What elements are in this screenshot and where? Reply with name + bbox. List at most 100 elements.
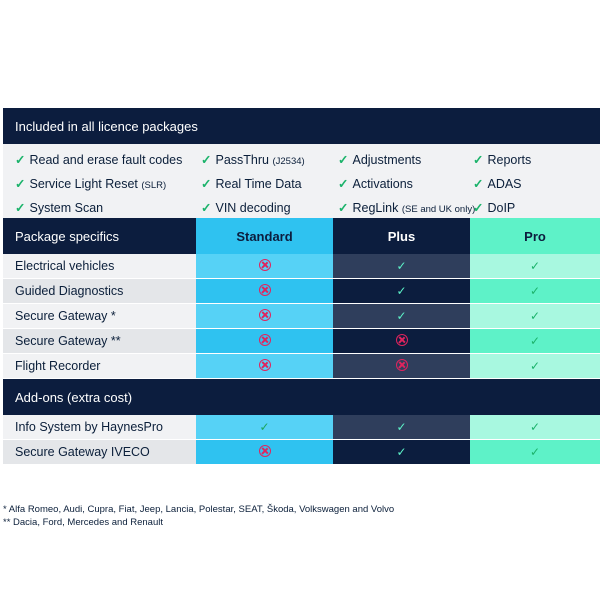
included-header: Included in all licence packages xyxy=(3,108,600,144)
check-icon: ✓ xyxy=(15,177,26,191)
check-icon: ✓ xyxy=(529,420,541,434)
check-icon: ✓ xyxy=(529,259,541,273)
check-icon: ✓ xyxy=(529,359,541,373)
included-feature: ✓ Activations xyxy=(338,172,475,196)
feature-label: ADAS xyxy=(487,177,522,191)
row-label: Electrical vehicles xyxy=(3,254,196,278)
standard-cell xyxy=(196,354,333,378)
included-column: ✓ Reports ✓ ADAS ✓ DoIP xyxy=(473,148,531,220)
addon-rows: Info System by HaynesPro ✓ ✓ ✓ Secure Gatewa… xyxy=(3,415,600,465)
check-icon: ✓ xyxy=(338,153,349,167)
check-icon: ✓ xyxy=(201,153,212,167)
cross-circle-icon xyxy=(258,333,271,349)
table-row: Secure Gateway ** ✓ xyxy=(3,329,600,353)
cross-circle-icon xyxy=(258,358,271,374)
included-feature: ✓ ADAS xyxy=(473,172,531,196)
included-feature: ✓ VIN decoding xyxy=(201,196,305,220)
check-icon: ✓ xyxy=(396,420,407,434)
check-icon: ✓ xyxy=(338,177,349,191)
included-feature: ✓ Service Light Reset (SLR) xyxy=(15,172,182,196)
feature-note: (SE and UK only) xyxy=(401,204,476,215)
package-specifics-title: Package specifics xyxy=(3,218,196,254)
addons-title: Add-ons (extra cost) xyxy=(15,389,133,405)
included-feature: ✓ RegLink (SE and UK only) xyxy=(338,196,475,220)
included-feature: ✓ Reports xyxy=(473,148,531,172)
pro-cell: ✓ xyxy=(470,279,600,303)
standard-cell xyxy=(196,329,333,353)
check-icon: ✓ xyxy=(15,201,26,215)
feature-label: Reports xyxy=(487,153,532,167)
table-row: Secure Gateway IVECO ✓ ✓ xyxy=(3,440,600,464)
included-column: ✓ Read and erase fault codes ✓ Service Ligh… xyxy=(15,148,182,220)
check-icon: ✓ xyxy=(201,201,212,215)
included-feature: ✓ Real Time Data xyxy=(201,172,305,196)
cross-circle-icon xyxy=(258,308,271,324)
standard-cell xyxy=(196,254,333,278)
table-row: Flight Recorder ✓ xyxy=(3,354,600,378)
check-icon: ✓ xyxy=(396,259,407,273)
check-icon: ✓ xyxy=(529,445,541,459)
package-rows: Electrical vehicles ✓ ✓ Guided Diagnostics ✓… xyxy=(3,254,600,379)
included-features: ✓ Read and erase fault codes ✓ Service Ligh… xyxy=(3,144,600,218)
row-label: Guided Diagnostics xyxy=(3,279,196,303)
included-column: ✓ PassThru (J2534) ✓ Real Time Data ✓ VIN dec… xyxy=(201,148,305,220)
pro-cell: ✓ xyxy=(470,329,600,353)
check-icon: ✓ xyxy=(473,177,484,191)
check-icon: ✓ xyxy=(529,284,541,298)
check-icon: ✓ xyxy=(259,420,270,434)
check-icon: ✓ xyxy=(338,201,349,215)
row-label: Secure Gateway IVECO xyxy=(3,440,196,464)
pro-cell: ✓ xyxy=(470,354,600,378)
included-feature: ✓ System Scan xyxy=(15,196,182,220)
cross-circle-icon xyxy=(258,283,271,299)
feature-label: Real Time Data xyxy=(215,177,302,191)
row-divider xyxy=(3,464,600,465)
feature-label: Activations xyxy=(352,177,413,191)
cross-circle-icon xyxy=(258,258,271,274)
table-row: Secure Gateway * ✓ ✓ xyxy=(3,304,600,328)
plus-cell: ✓ xyxy=(333,254,470,278)
included-column: ✓ Adjustments ✓ Activations ✓ RegLink (SE and… xyxy=(338,148,475,220)
included-feature: ✓ Adjustments xyxy=(338,148,475,172)
check-icon: ✓ xyxy=(396,445,407,459)
addons-header: Add-ons (extra cost) xyxy=(3,379,600,415)
standard-cell xyxy=(196,304,333,328)
row-label: Secure Gateway * xyxy=(3,304,196,328)
footnote-1: * Alfa Romeo, Audi, Cupra, Fiat, Jeep, L… xyxy=(3,504,395,515)
check-icon: ✓ xyxy=(473,153,484,167)
row-label: Info System by HaynesPro xyxy=(3,415,196,439)
feature-label: System Scan xyxy=(29,201,104,215)
plus-cell: ✓ xyxy=(333,304,470,328)
footnote-2: ** Dacia, Ford, Mercedes and Renault xyxy=(3,517,163,528)
feature-label: RegLink xyxy=(352,201,399,215)
pro-cell: ✓ xyxy=(470,440,600,464)
pro-cell: ✓ xyxy=(470,415,600,439)
footnotes: * Alfa Romeo, Audi, Cupra, Fiat, Jeep, L… xyxy=(3,503,394,529)
cross-circle-icon xyxy=(258,444,271,460)
plus-cell xyxy=(333,329,470,353)
check-icon: ✓ xyxy=(529,309,541,323)
check-icon: ✓ xyxy=(15,153,26,167)
row-label: Secure Gateway ** xyxy=(3,329,196,353)
check-icon: ✓ xyxy=(529,334,541,348)
check-icon: ✓ xyxy=(396,309,407,323)
standard-cell xyxy=(196,440,333,464)
feature-label: VIN decoding xyxy=(215,201,291,215)
cross-circle-icon xyxy=(395,333,408,349)
standard-header: Standard xyxy=(196,218,333,254)
feature-note: (J2534) xyxy=(272,156,305,167)
included-feature: ✓ PassThru (J2534) xyxy=(201,148,305,172)
included-feature: ✓ Read and erase fault codes xyxy=(15,148,182,172)
pro-cell: ✓ xyxy=(470,304,600,328)
pro-cell: ✓ xyxy=(470,254,600,278)
plus-cell xyxy=(333,354,470,378)
included-title: Included in all licence packages xyxy=(15,118,198,134)
feature-note: (SLR) xyxy=(141,180,167,191)
feature-label: Read and erase fault codes xyxy=(29,153,183,167)
feature-label: Service Light Reset xyxy=(29,177,138,191)
feature-label: PassThru xyxy=(215,153,269,167)
check-icon: ✓ xyxy=(473,201,484,215)
table-row: Info System by HaynesPro ✓ ✓ ✓ xyxy=(3,415,600,439)
plus-cell: ✓ xyxy=(333,440,470,464)
feature-label: Adjustments xyxy=(352,153,422,167)
